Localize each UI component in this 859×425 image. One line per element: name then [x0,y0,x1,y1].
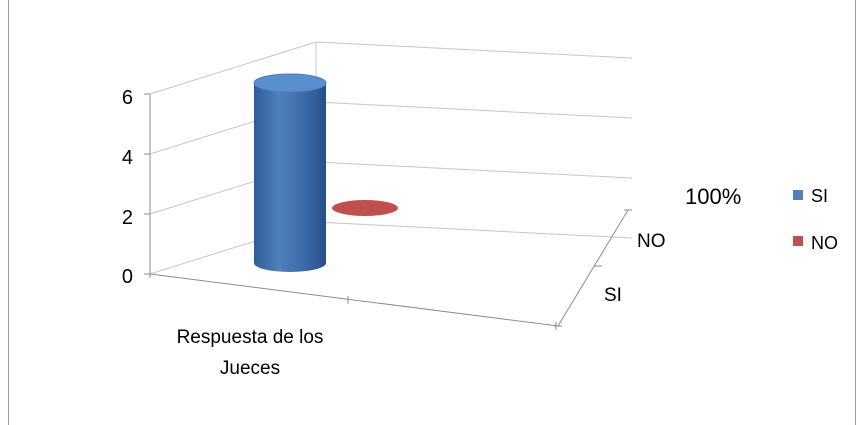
bars [253,73,398,272]
gridline-back [315,101,633,119]
axes [144,93,632,330]
y-tick-label: 6 [122,87,133,109]
chart-frame [8,0,856,425]
floor-front-edge [149,273,559,327]
bar-si-body [254,83,326,272]
bar-si-top [253,73,327,93]
bar-no-top [332,200,398,216]
legend-label-no: NO [811,233,838,253]
depth-axis-line [557,209,629,327]
y-tick-label: 2 [122,207,133,229]
legend-swatch-si [793,190,803,200]
gridline-back [315,221,633,239]
y-tick-label: 4 [122,147,133,169]
legend-label-si: SI [811,186,828,206]
gridline-side [149,41,317,95]
depth-axis-label-si: SI [604,285,622,306]
depth-axis-label-no: NO [637,231,666,252]
x-category-label: Respuesta de los [177,327,324,348]
percent-annotation: 100% [685,184,741,209]
gridline-back [315,41,633,59]
x-category-label: Jueces [220,358,280,379]
gridlines [149,41,633,275]
y-tick-label: 0 [122,266,133,288]
gridline-back [315,161,633,179]
legend-swatch-no [793,236,803,246]
